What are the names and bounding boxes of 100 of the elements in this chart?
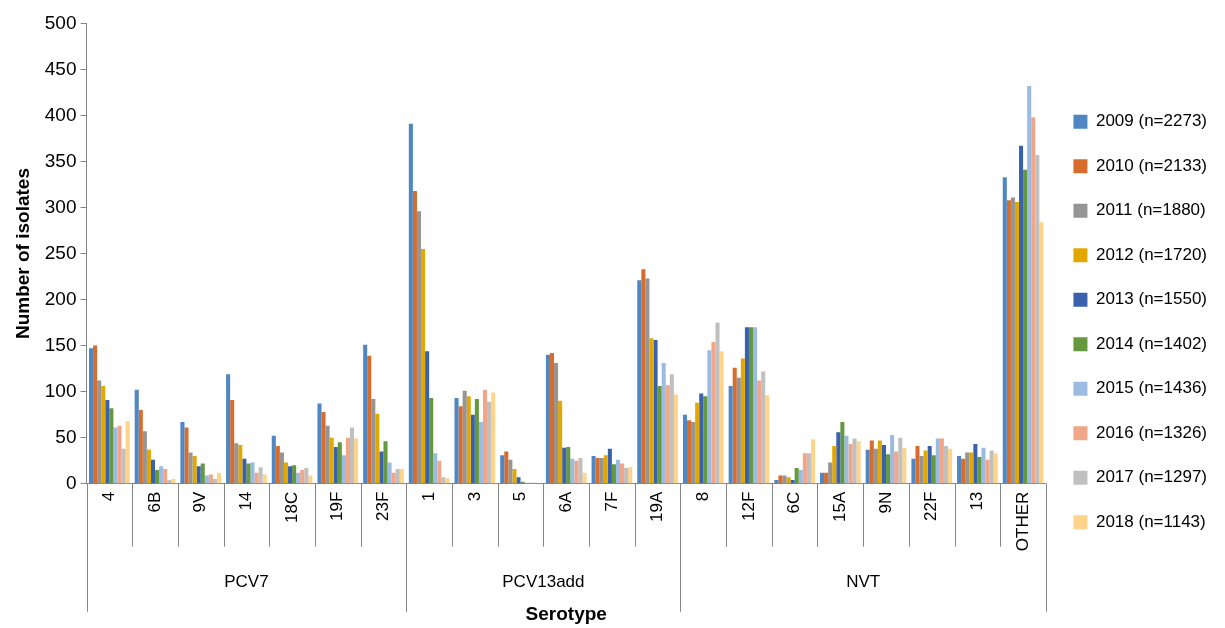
bar — [1035, 155, 1040, 484]
bar — [620, 463, 625, 484]
bar — [545, 354, 550, 484]
legend-label: 2012 (n=1720) — [1095, 244, 1208, 264]
bar — [669, 374, 674, 484]
bar — [562, 447, 567, 484]
bar — [371, 399, 376, 484]
bar — [105, 399, 110, 484]
bar — [250, 462, 255, 484]
x-tick-label: 23F — [373, 491, 393, 521]
legend-label: 2015 (n=1436) — [1095, 378, 1208, 398]
x-tick-label: 5 — [510, 491, 530, 502]
bar — [740, 358, 745, 484]
bar — [238, 445, 243, 484]
bar — [387, 462, 392, 484]
bar — [200, 463, 205, 484]
bar — [425, 351, 430, 484]
bar — [470, 414, 475, 484]
bar — [433, 453, 438, 484]
bar — [881, 445, 887, 484]
legend-label: 2017 (n=1297) — [1095, 467, 1208, 487]
x-tick-label: 6B — [144, 491, 164, 513]
bar — [138, 410, 143, 484]
bar — [508, 459, 513, 484]
bar — [1010, 197, 1015, 484]
bar — [993, 453, 998, 484]
bar — [840, 422, 845, 484]
bar — [852, 438, 857, 484]
bar — [142, 431, 147, 484]
bar — [363, 344, 368, 484]
bar — [641, 269, 646, 484]
bar — [790, 480, 795, 484]
bar — [516, 477, 521, 484]
y-tick-label: 250 — [44, 241, 77, 263]
bar — [292, 465, 297, 484]
bar — [578, 457, 583, 484]
bar — [637, 280, 642, 484]
bar — [715, 322, 720, 484]
bar — [204, 475, 209, 484]
bar — [711, 341, 716, 484]
bar — [902, 447, 907, 484]
x-tick-label: 1 — [418, 491, 438, 502]
bar — [931, 455, 936, 484]
bar — [454, 398, 459, 484]
bar — [188, 452, 193, 484]
legend-label: 2014 (n=1402) — [1095, 333, 1208, 353]
bar — [554, 363, 559, 484]
bar — [333, 446, 338, 484]
bar — [478, 422, 483, 484]
legend-label: 2009 (n=2273) — [1095, 111, 1208, 131]
bar — [101, 386, 106, 484]
x-tick-label: 6C — [784, 491, 804, 514]
bar — [794, 468, 799, 484]
bar — [97, 380, 102, 484]
bar — [125, 421, 130, 484]
bar — [591, 456, 596, 484]
bar — [832, 445, 837, 484]
x-tick-label: 19A — [647, 491, 667, 522]
y-axis-title: Number of isolates — [11, 168, 33, 340]
bar — [923, 450, 928, 484]
y-tick-label: 350 — [44, 149, 77, 171]
bar — [695, 402, 700, 484]
bar — [673, 394, 678, 484]
y-tick-label: 500 — [44, 11, 77, 33]
bar — [171, 479, 176, 484]
bar — [216, 472, 222, 484]
bar — [416, 211, 422, 484]
bar — [408, 123, 413, 484]
bar — [719, 351, 724, 484]
bar — [566, 446, 571, 484]
bar — [349, 427, 355, 484]
text: PCV13add — [502, 572, 585, 592]
x-tick-label: 22F — [921, 491, 941, 521]
bar — [961, 458, 966, 484]
text: NVT — [846, 572, 881, 592]
bar — [615, 459, 621, 484]
bar — [703, 396, 708, 484]
bar — [682, 414, 688, 484]
bar — [341, 455, 346, 484]
bar — [570, 458, 575, 484]
bar — [1014, 202, 1020, 484]
bar — [146, 449, 151, 484]
bar — [226, 374, 231, 484]
x-tick-label: 9V — [190, 491, 210, 513]
bar — [549, 352, 555, 484]
bar — [421, 248, 426, 484]
bar — [649, 338, 654, 484]
bar — [504, 451, 509, 484]
bar — [304, 468, 309, 484]
bar — [736, 377, 741, 484]
bar — [607, 448, 612, 484]
bar — [329, 437, 334, 484]
bar — [820, 472, 825, 484]
bar — [230, 399, 235, 484]
bar — [150, 459, 156, 484]
bar — [782, 475, 787, 484]
bar — [856, 441, 861, 484]
bar — [865, 449, 870, 484]
x-tick-label: 18C — [281, 491, 301, 523]
bar — [869, 440, 874, 484]
